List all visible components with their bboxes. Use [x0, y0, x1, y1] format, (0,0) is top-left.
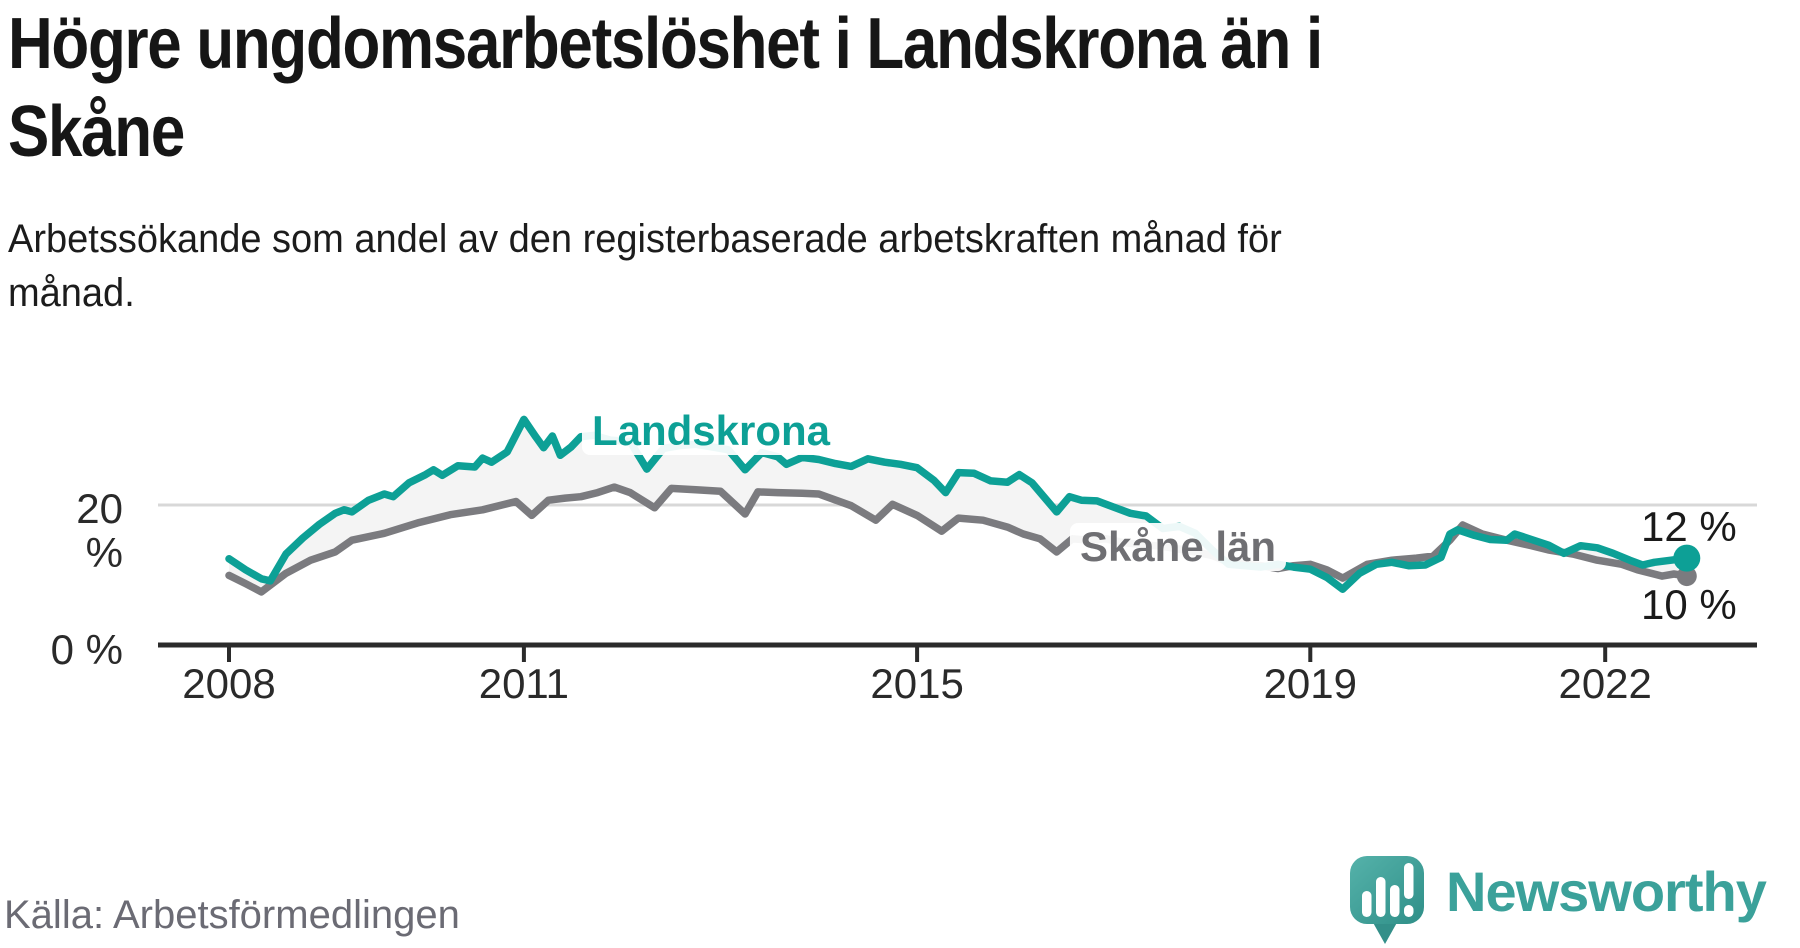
newsworthy-logo-icon	[1350, 856, 1424, 944]
page-title-line1: Högre ungdomsarbetslöshet i Landskrona ä…	[8, 4, 1323, 84]
x-axis-ticks	[227, 647, 1608, 662]
skane-series-label: Skåne län	[1069, 523, 1287, 571]
page-title-line2: Skåne	[8, 92, 185, 172]
bar-1	[1362, 891, 1372, 917]
speech-bubble-tail	[1371, 919, 1399, 944]
exclamation-bar	[1404, 863, 1414, 899]
skane-endpoint-dot	[1676, 566, 1697, 587]
x-axis-label-2022: 2022	[1558, 660, 1652, 707]
bar-2	[1376, 877, 1386, 917]
newsworthy-logo-text: Newsworthy	[1446, 860, 1767, 923]
gap-fill-band	[229, 419, 1687, 592]
newsworthy-logo: Newsworthy	[1348, 853, 1800, 948]
y-axis-label-20: 20 %	[76, 485, 123, 576]
bar-3	[1390, 885, 1400, 917]
chart-subtitle: Arbetssökande som andel av den registerb…	[8, 212, 1282, 320]
skane-end-value-label: 10 %	[1641, 581, 1737, 628]
landskrona-line	[225, 415, 1691, 593]
exclamation-dot	[1404, 905, 1414, 917]
landskrona-series-label: Landskrona	[581, 407, 841, 455]
landskrona-end-value-label: 12 %	[1641, 503, 1737, 550]
x-axis-label-2019: 2019	[1263, 660, 1358, 707]
chart-subtitle-line1: Arbetssökande som andel av den registerb…	[8, 217, 1282, 261]
page-title: Högre ungdomsarbetslöshet i Landskrona ä…	[8, 0, 1323, 176]
chart-subtitle-line2: månad.	[8, 271, 135, 315]
x-axis-label-2008: 2008	[182, 660, 276, 707]
source-note: Källa: Arbetsförmedlingen	[4, 893, 460, 937]
y-axis-label-0: 0 %	[50, 626, 123, 673]
x-axis-label-2011: 2011	[478, 660, 570, 707]
x-axis-label-2015: 2015	[870, 660, 964, 707]
landskrona-endpoint-dot	[1673, 544, 1701, 572]
